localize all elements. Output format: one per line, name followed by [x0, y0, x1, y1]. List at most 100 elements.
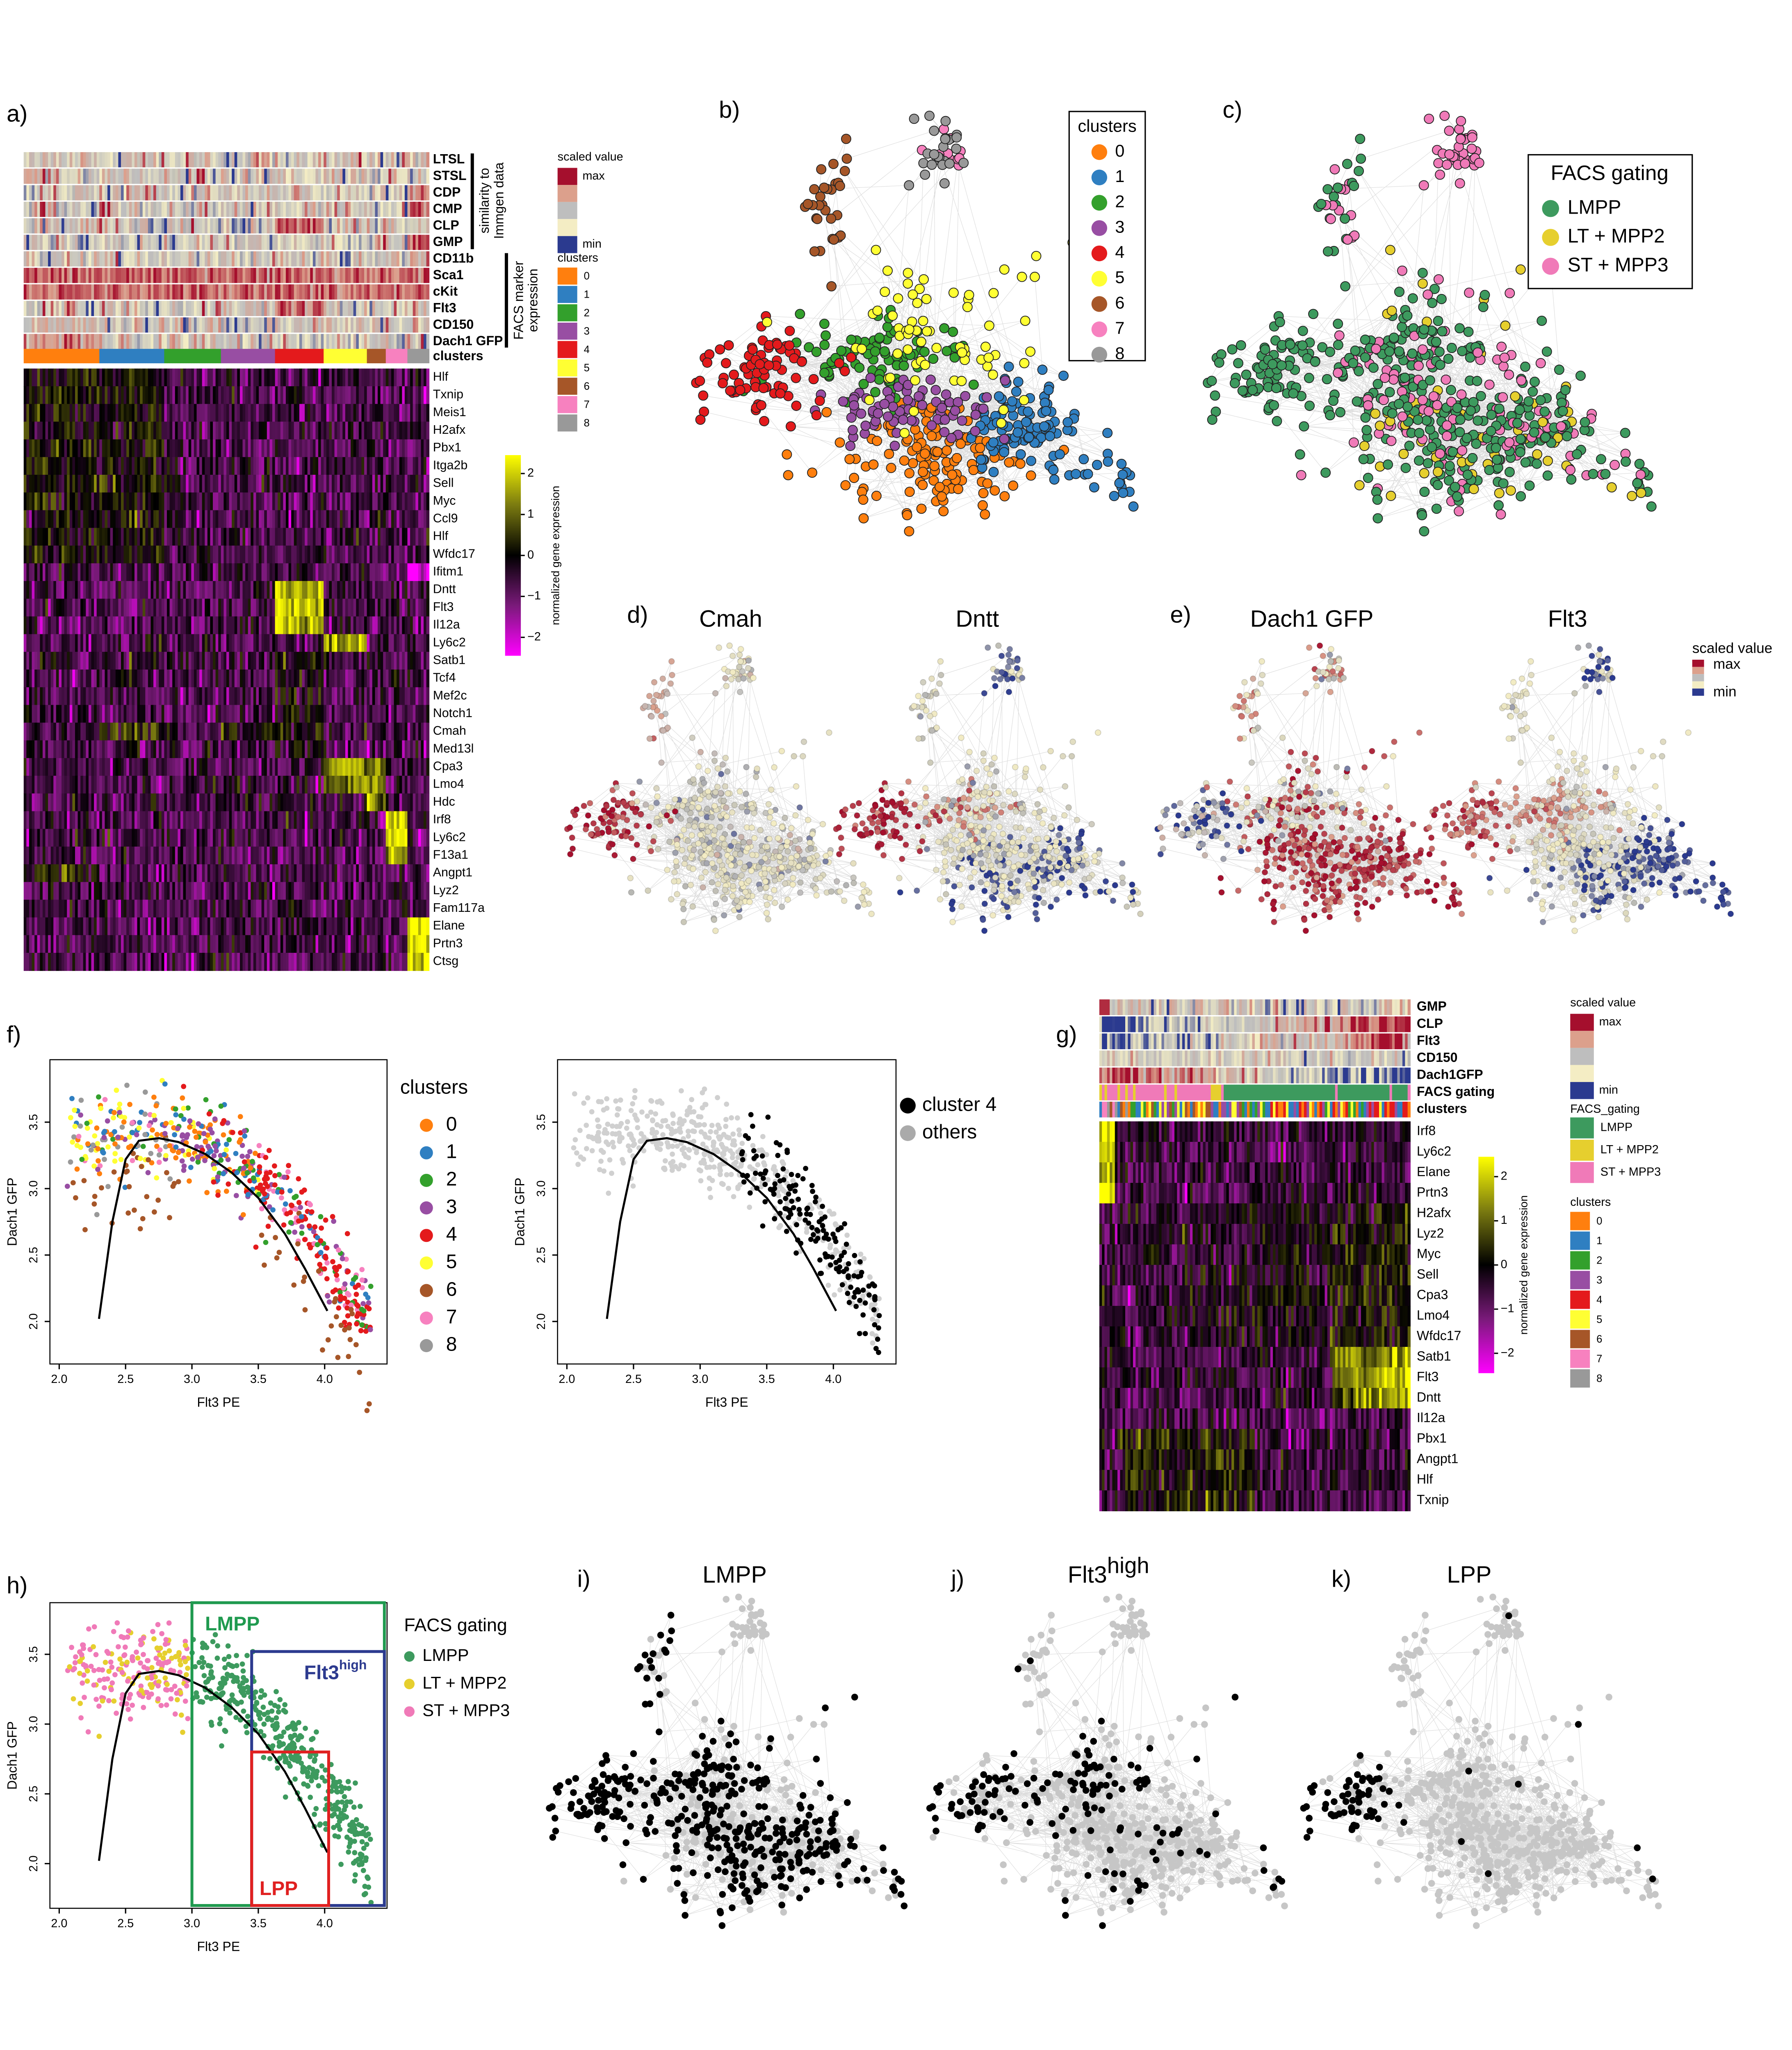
annotation-cell	[381, 152, 384, 167]
annotation-cell	[308, 152, 311, 167]
annotation-cell	[286, 218, 289, 233]
annotation-cell	[172, 301, 176, 316]
annotation-cell	[399, 218, 403, 233]
heatmap-cell	[337, 492, 340, 510]
annotation-cell	[237, 235, 240, 250]
annotation-cell	[351, 152, 354, 167]
annotation-cell	[283, 185, 286, 200]
annotation-cell	[91, 268, 95, 283]
heatmap-cell	[137, 440, 141, 458]
annotation-cell	[369, 202, 373, 217]
annotation-cell	[253, 317, 257, 333]
heatmap-cell	[118, 528, 121, 546]
heatmap-cell	[367, 510, 370, 528]
annotation-cell	[248, 202, 251, 217]
heatmap-cell	[153, 475, 157, 493]
heatmap-cell	[159, 421, 162, 440]
annotation-cell	[116, 301, 119, 316]
heatmap-cell	[356, 404, 359, 422]
annotation-cell	[162, 285, 165, 300]
annotation-cell	[369, 251, 373, 266]
annotation-cell	[342, 202, 346, 217]
heatmap-cell	[113, 457, 116, 475]
heatmap-cell	[102, 457, 105, 475]
cluster-cell	[170, 349, 173, 363]
annotation-cell	[113, 185, 116, 200]
heatmap-cell	[267, 404, 270, 422]
heatmap-cell	[189, 404, 192, 422]
annotation-cell	[118, 268, 121, 283]
cluster-cell	[388, 349, 392, 363]
heatmap-cell	[243, 492, 246, 510]
annotation-cell	[191, 268, 194, 283]
annotation-cell	[97, 152, 100, 167]
annotation-cell	[356, 235, 359, 250]
heatmap-cell	[94, 528, 97, 546]
heatmap-cell	[191, 369, 194, 387]
heatmap-cell	[426, 440, 430, 458]
annotation-cell	[253, 235, 257, 250]
annotation-cell	[256, 317, 259, 333]
annotation-cell	[140, 285, 143, 300]
annotation-cell	[132, 317, 135, 333]
heatmap-cell	[162, 492, 165, 510]
annotation-cell	[232, 268, 235, 283]
heatmap-cell	[421, 440, 424, 458]
heatmap-cell	[221, 475, 224, 493]
annotation-cell	[132, 152, 135, 167]
heatmap-cell	[243, 510, 246, 528]
annotation-cell	[364, 334, 367, 349]
annotation-cell	[189, 301, 192, 316]
annotation-cell	[26, 301, 30, 316]
annotation-cell	[148, 334, 151, 349]
heatmap-cell	[335, 404, 338, 422]
heatmap-cell	[243, 404, 246, 422]
heatmap-cell	[175, 475, 178, 493]
heatmap-cell	[413, 421, 416, 440]
annotation-cell	[237, 152, 240, 167]
annotation-cell	[213, 301, 216, 316]
annotation-cell	[110, 185, 114, 200]
annotation-cell	[256, 301, 259, 316]
heatmap-cell	[388, 457, 392, 475]
heatmap-cell	[186, 421, 189, 440]
heatmap-cell	[372, 475, 376, 493]
annotation-cell	[148, 301, 151, 316]
annotation-cell	[226, 268, 230, 283]
heatmap-cell	[397, 421, 400, 440]
cluster-cell	[253, 349, 257, 363]
annotation-cell	[32, 301, 35, 316]
heatmap-cell	[207, 369, 211, 387]
heatmap-cell	[40, 528, 43, 546]
heatmap-cell	[348, 421, 351, 440]
annotation-cell	[140, 235, 143, 250]
heatmap-cell	[199, 510, 203, 528]
heatmap-cell	[402, 369, 405, 387]
heatmap-cell	[335, 492, 338, 510]
annotation-cell	[237, 202, 240, 217]
heatmap-cell	[308, 369, 311, 387]
annotation-cell	[37, 218, 41, 233]
annotation-cell	[375, 185, 378, 200]
heatmap-cell	[348, 475, 351, 493]
heatmap-cell	[259, 457, 262, 475]
annotation-cell	[183, 285, 187, 300]
annotation-cell	[329, 152, 332, 167]
cluster-cell	[286, 349, 289, 363]
annotation-cell	[94, 301, 97, 316]
annotation-cell	[324, 218, 327, 233]
heatmap-cell	[367, 492, 370, 510]
annotation-cell	[207, 285, 211, 300]
annotation-cell	[129, 202, 132, 217]
heatmap-cell	[332, 457, 335, 475]
panel-label: a)	[7, 101, 27, 127]
cluster-cell	[294, 349, 297, 363]
annotation-cell	[178, 169, 181, 184]
annotation-cell	[424, 218, 427, 233]
heatmap-cell	[56, 369, 59, 387]
heatmap-cell	[156, 369, 160, 387]
heatmap-cell	[383, 457, 386, 475]
annotation-cell	[296, 218, 300, 233]
annotation-cell	[235, 185, 238, 200]
heatmap-cell	[405, 510, 408, 528]
